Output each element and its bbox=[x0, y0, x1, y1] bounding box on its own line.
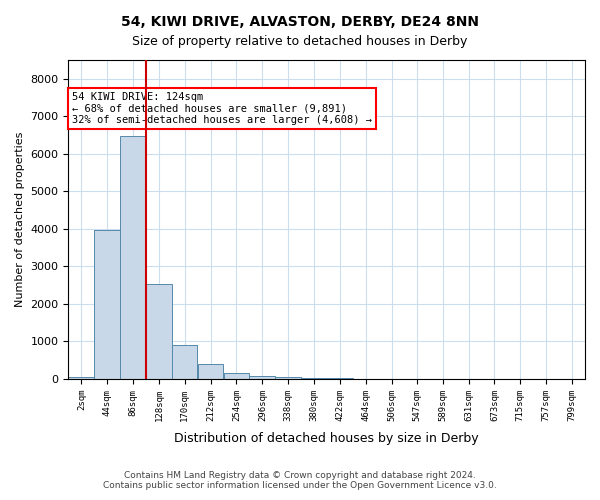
Text: Size of property relative to detached houses in Derby: Size of property relative to detached ho… bbox=[133, 35, 467, 48]
Bar bbox=[327, 378, 353, 379]
X-axis label: Distribution of detached houses by size in Derby: Distribution of detached houses by size … bbox=[175, 432, 479, 445]
Text: 54 KIWI DRIVE: 124sqm
← 68% of detached houses are smaller (9,891)
32% of semi-d: 54 KIWI DRIVE: 124sqm ← 68% of detached … bbox=[72, 92, 372, 125]
Text: 54, KIWI DRIVE, ALVASTON, DERBY, DE24 8NN: 54, KIWI DRIVE, ALVASTON, DERBY, DE24 8N… bbox=[121, 15, 479, 29]
Bar bbox=[172, 345, 197, 379]
Bar bbox=[301, 378, 327, 379]
Bar bbox=[94, 230, 120, 379]
Text: Contains HM Land Registry data © Crown copyright and database right 2024.
Contai: Contains HM Land Registry data © Crown c… bbox=[103, 470, 497, 490]
Bar bbox=[198, 364, 223, 379]
Bar bbox=[146, 284, 172, 379]
Bar bbox=[250, 376, 275, 379]
Bar bbox=[68, 377, 94, 379]
Y-axis label: Number of detached properties: Number of detached properties bbox=[15, 132, 25, 307]
Bar bbox=[275, 377, 301, 379]
Bar bbox=[120, 136, 146, 379]
Bar bbox=[224, 374, 249, 379]
